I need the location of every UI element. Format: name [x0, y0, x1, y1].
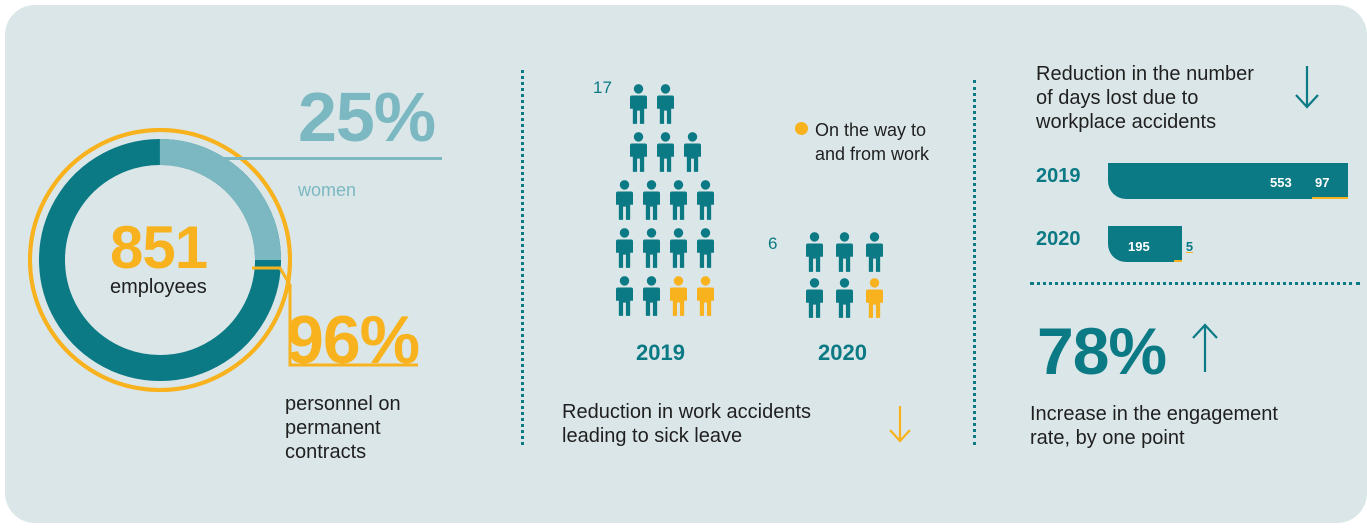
- person-icon: [616, 276, 633, 316]
- days-2019-year: 2019: [1036, 165, 1081, 187]
- days-bar-2020: [1108, 226, 1182, 262]
- days-lost-title-line-3: workplace accidents: [1036, 111, 1217, 133]
- accidents-caption-line-1: Reduction in work accidents: [562, 401, 812, 423]
- days-main-value-2019: 553: [1270, 175, 1292, 190]
- infographic-card: [5, 5, 1367, 523]
- legend-label-line-1: On the way to: [815, 120, 927, 140]
- person-icon: [697, 180, 714, 220]
- days-commute-value-2020: 5: [1185, 239, 1194, 254]
- legend-dot: [795, 122, 808, 135]
- person-icon: [643, 276, 660, 316]
- count-2020: 6: [768, 234, 778, 253]
- person-icon: [806, 278, 823, 318]
- women-percent: 25%: [298, 78, 436, 156]
- arrow-down-icon: [889, 406, 911, 443]
- engagement-caption-line-2: rate, by one point: [1030, 427, 1185, 449]
- days-2020-year: 2020: [1036, 228, 1081, 250]
- women-label: women: [298, 180, 357, 200]
- person-icon: [616, 180, 633, 220]
- permanent-leader-line: [252, 266, 418, 367]
- person-icon: [806, 232, 823, 272]
- person-icon: [657, 132, 674, 172]
- donut-outer-ring: [28, 128, 292, 392]
- permanent-label-line-2: permanent: [285, 417, 381, 439]
- days-main-value-2020: 195: [1128, 239, 1150, 254]
- employees-donut: [28, 128, 292, 392]
- legend-label: On the way to and from work: [815, 118, 929, 166]
- person-icon: [670, 180, 687, 220]
- engagement-caption: Increase in the engagement rate, by one …: [1030, 402, 1278, 450]
- person-commute-icon: [866, 278, 883, 318]
- person-icon: [697, 228, 714, 268]
- days-commute-segment-2019: [1312, 197, 1348, 199]
- year-2020-label: 2020: [818, 340, 867, 365]
- engagement-caption-line-1: Increase in the engagement: [1030, 403, 1278, 425]
- employees-label: employees: [110, 276, 207, 298]
- divider-3: [1030, 282, 1360, 285]
- days-lost-title-line-1: Reduction in the number: [1036, 63, 1254, 85]
- permanent-label: personnel on permanent contracts: [285, 392, 401, 464]
- donut-women-segment: [159, 139, 281, 261]
- person-icon: [684, 132, 701, 172]
- days-commute-segment-2020: [1173, 260, 1182, 262]
- person-icon: [630, 84, 647, 124]
- person-commute-icon: [670, 276, 687, 316]
- person-icon: [670, 228, 687, 268]
- person-commute-icon: [697, 276, 714, 316]
- count-2019: 17: [593, 78, 612, 97]
- employees-count: 851: [110, 214, 208, 281]
- accidents-caption: Reduction in work accidents leading to s…: [562, 400, 811, 448]
- days-commute-value-2019: 97: [1315, 175, 1330, 190]
- engagement-value: 78%: [1037, 314, 1167, 388]
- person-icon: [643, 180, 660, 220]
- person-icon: [836, 278, 853, 318]
- permanent-label-line-3: contracts: [285, 441, 367, 463]
- person-icon: [836, 232, 853, 272]
- days-bar-2019: [1108, 163, 1348, 199]
- permanent-percent: 96%: [286, 302, 420, 378]
- divider-1: [521, 70, 524, 445]
- accidents-caption-line-2: leading to sick leave: [562, 425, 743, 447]
- days-lost-title-line-2: of days lost due to: [1036, 87, 1199, 109]
- arrow-down-icon: [1295, 66, 1319, 109]
- permanent-label-line-1: personnel on: [285, 393, 401, 415]
- year-2019-label: 2019: [636, 340, 685, 365]
- person-icon: [630, 132, 647, 172]
- divider-2: [973, 80, 976, 445]
- women-leader-line: [164, 157, 442, 160]
- days-lost-title: Reduction in the number of days lost due…: [1036, 62, 1254, 134]
- person-icon: [657, 84, 674, 124]
- person-icon: [866, 232, 883, 272]
- legend-label-line-2: and from work: [815, 144, 930, 164]
- arrow-up-icon: [1192, 323, 1218, 372]
- person-icon: [643, 228, 660, 268]
- person-icon: [616, 228, 633, 268]
